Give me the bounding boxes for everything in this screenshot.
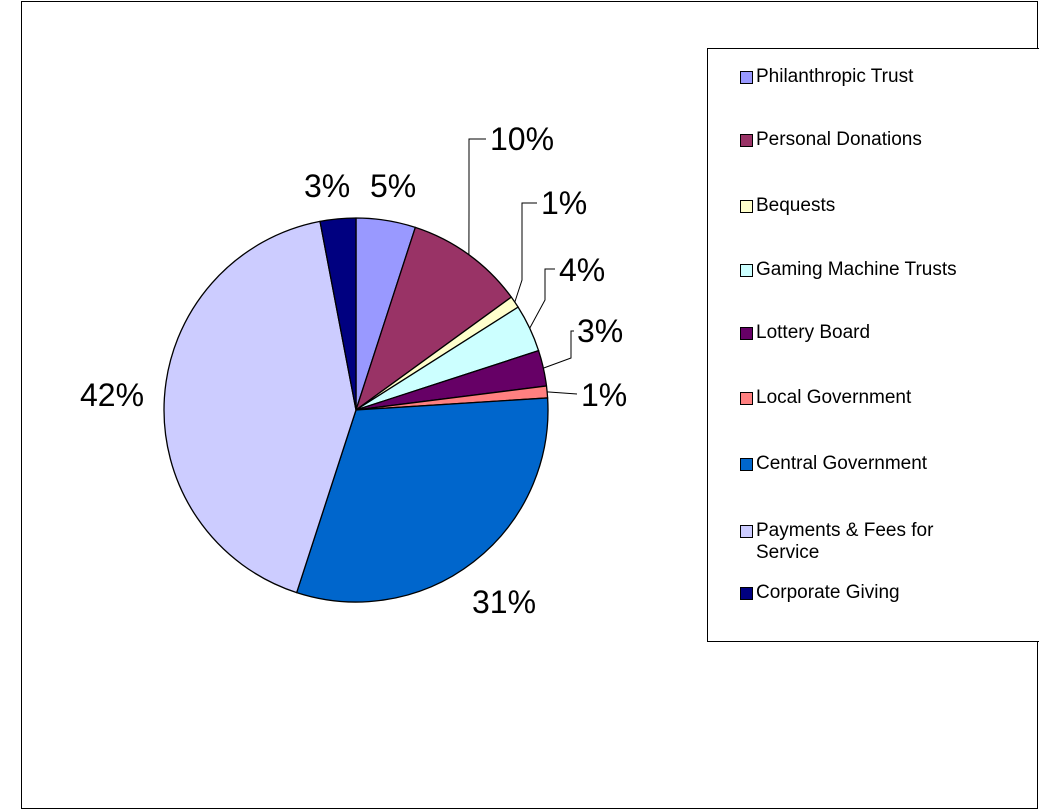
leader-line-lottery-board bbox=[543, 330, 574, 369]
legend-item-lottery-board: Lottery Board bbox=[740, 322, 1026, 344]
legend-swatch-central-government bbox=[740, 458, 753, 471]
leader-line-personal-donations bbox=[468, 138, 486, 255]
legend-label: Corporate Giving bbox=[756, 582, 900, 603]
data-label-corporate-giving: 3% bbox=[304, 168, 350, 204]
legend-swatch-personal-donations bbox=[740, 134, 753, 147]
leader-line-gaming-machine-trusts bbox=[529, 268, 555, 329]
pie-slice-corporate-giving bbox=[319, 217, 357, 411]
legend-label: Payments & Fees for Service bbox=[756, 520, 934, 563]
data-label-local-government: 1% bbox=[581, 377, 627, 413]
legend-swatch-bequests bbox=[740, 200, 753, 213]
legend-item-central-government: Central Government bbox=[740, 453, 1026, 475]
legend-label: Philanthropic Trust bbox=[756, 66, 914, 87]
legend-label: Gaming Machine Trusts bbox=[756, 259, 957, 280]
legend-swatch-payments-fees bbox=[740, 525, 753, 538]
slices-layer bbox=[163, 217, 549, 603]
pie-slice-payments-fees-for-service bbox=[163, 220, 357, 594]
legend-swatch-philanthropic-trust bbox=[740, 71, 753, 84]
data-label-central-government: 31% bbox=[472, 584, 536, 620]
leader-lines-layer bbox=[468, 138, 578, 395]
legend-swatch-lottery-board bbox=[740, 327, 753, 340]
data-label-philanthropic-trust: 5% bbox=[370, 168, 416, 204]
legend-swatch-corporate-giving bbox=[740, 587, 753, 600]
leader-line-bequests bbox=[514, 202, 537, 303]
legend-label: Central Government bbox=[756, 453, 928, 474]
data-label-bequests: 1% bbox=[541, 185, 587, 221]
legend-label: Local Government bbox=[756, 387, 912, 408]
data-label-payments-fees: 42% bbox=[80, 377, 144, 413]
legend-swatch-local-government bbox=[740, 392, 753, 405]
legend-label: Personal Donations bbox=[756, 129, 922, 150]
data-labels-layer: 5% 10% 1% 4% 3% 1% 31% 42% 3% bbox=[80, 121, 627, 620]
legend-item-payments-fees: Payments & Fees for Service bbox=[740, 520, 996, 564]
legend-item-gaming-machine-trusts: Gaming Machine Trusts bbox=[740, 259, 1026, 281]
legend-item-personal-donations: Personal Donations bbox=[740, 129, 1026, 151]
legend-item-philanthropic-trust: Philanthropic Trust bbox=[740, 66, 1026, 88]
leader-line-local-government bbox=[547, 391, 578, 395]
legend-item-bequests: Bequests bbox=[740, 195, 1026, 217]
legend-item-corporate-giving: Corporate Giving bbox=[740, 582, 1026, 604]
legend-swatch-gaming-machine-trusts bbox=[740, 264, 753, 277]
pie-slice-central-government bbox=[296, 397, 549, 603]
data-label-personal-donations: 10% bbox=[490, 121, 554, 157]
data-label-gaming-machine-trusts: 4% bbox=[559, 252, 605, 288]
legend-item-local-government: Local Government bbox=[740, 387, 1026, 409]
pie-slice-personal-donations bbox=[355, 226, 512, 411]
data-label-lottery-board: 3% bbox=[577, 313, 623, 349]
legend-label: Lottery Board bbox=[756, 322, 871, 343]
legend: Philanthropic Trust Personal Donations B… bbox=[707, 48, 1039, 642]
legend-label: Bequests bbox=[756, 195, 836, 216]
